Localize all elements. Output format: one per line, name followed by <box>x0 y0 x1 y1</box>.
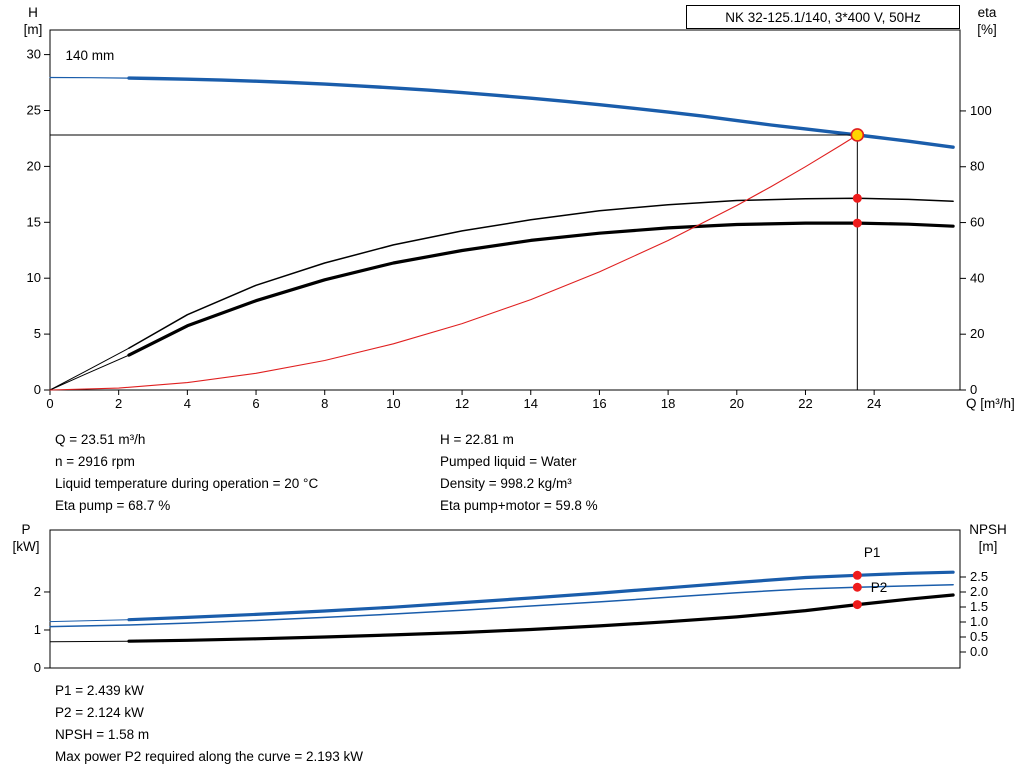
eta-pump-motor-lead <box>49 354 130 391</box>
right-tick-label: 0.5 <box>970 629 988 644</box>
right-tick-label: 0.0 <box>970 644 988 659</box>
info-line-q: Q = 23.51 m³/h <box>55 432 146 447</box>
chart-annotation: P1 <box>864 545 881 560</box>
left-tick-label: 0 <box>34 382 41 397</box>
x-tick-label: 0 <box>46 396 53 411</box>
left-tick-label: 2 <box>34 584 41 599</box>
eta-pump-lead <box>49 347 130 391</box>
pump-title-box: NK 32-125.1/140, 3*400 V, 50Hz <box>686 5 960 29</box>
info-line-eta-total: Eta pump+motor = 59.8 % <box>440 498 598 513</box>
info-line-h: H = 22.81 m <box>440 432 514 447</box>
right-tick-label: 80 <box>970 159 984 174</box>
eta-axis-label: eta [%] <box>964 4 1010 38</box>
left-tick-label: 20 <box>27 158 41 173</box>
right-tick-label: 100 <box>970 103 992 118</box>
x-tick-label: 24 <box>867 396 881 411</box>
left-tick-label: 5 <box>34 326 41 341</box>
x-tick-label: 6 <box>252 396 259 411</box>
x-tick-label: 12 <box>455 396 469 411</box>
npsh-axis-symbol: NPSH <box>969 522 1007 537</box>
x-tick-label: 8 <box>321 396 328 411</box>
x-tick-label: 4 <box>184 396 191 411</box>
qh-eta-chart: 0 2 4 6 8 10 12 14 16 18 20 22 240510152025300204060… <box>27 29 992 411</box>
x-tick-label: 18 <box>661 396 675 411</box>
left-tick-label: 15 <box>27 214 41 229</box>
p2-point <box>852 582 862 592</box>
right-tick-label: 0 <box>970 382 977 397</box>
h-axis-unit: [m] <box>23 22 43 37</box>
info-line-liquid: Pumped liquid = Water <box>440 454 577 469</box>
p2-curve <box>49 583 954 628</box>
p-axis-unit: [kW] <box>12 539 40 554</box>
npsh-lead <box>49 640 130 643</box>
h-axis-symbol: H <box>28 5 38 20</box>
chart-annotation: 140 mm <box>65 48 114 63</box>
left-tick-label: 25 <box>27 102 41 117</box>
left-tick-label: 30 <box>27 47 41 62</box>
eta-pump-point <box>852 193 862 203</box>
info-line-temperature: Liquid temperature during operation = 20… <box>55 476 319 491</box>
q-axis-label: Q [m³/h] <box>966 396 1015 411</box>
plot-frame <box>49 29 961 391</box>
right-tick-label: 40 <box>970 270 984 285</box>
x-tick-label: 14 <box>524 396 538 411</box>
eta-axis-symbol: eta <box>977 5 997 20</box>
x-tick-label: 16 <box>592 396 606 411</box>
x-tick-label: 22 <box>798 396 812 411</box>
left-tick-label: 0 <box>34 660 41 675</box>
right-tick-label: 60 <box>970 215 984 230</box>
right-tick-label: 20 <box>970 326 984 341</box>
p1-lead <box>49 619 130 623</box>
power-info: P1 = 2.439 kW P2 = 2.124 kW NPSH = 1.58 … <box>55 680 363 768</box>
p-axis-symbol: P <box>21 522 31 537</box>
info-line-npsh: NPSH = 1.58 m <box>55 727 150 742</box>
p1-curve <box>127 570 955 622</box>
p1-point <box>852 570 862 580</box>
eta-pump-curve <box>128 197 954 349</box>
right-tick-label: 2.5 <box>970 569 988 584</box>
duty-info-right: H = 22.81 m Pumped liquid = Water Densit… <box>440 429 598 517</box>
x-tick-label: 20 <box>730 396 744 411</box>
p-axis-label: P [kW] <box>4 521 48 555</box>
info-line-p1: P1 = 2.439 kW <box>55 683 144 698</box>
npsh-axis-label: NPSH [m] <box>960 521 1016 555</box>
plot-frame <box>49 529 961 669</box>
info-line-density: Density = 998.2 kg/m³ <box>440 476 572 491</box>
info-line-max-power: Max power P2 required along the curve = … <box>55 749 364 764</box>
x-tick-label: 10 <box>386 396 400 411</box>
power-npsh-chart: 0 1 2 0.00.51.01.52.02.5 P1 P2 <box>34 529 988 675</box>
eta-pump-motor-point <box>852 218 862 228</box>
info-line-p2: P2 = 2.124 kW <box>55 705 144 720</box>
head-curve-140mm <box>127 76 955 149</box>
h-axis-label: H [m] <box>12 4 54 38</box>
chart-annotation: P2 <box>871 580 888 595</box>
duty-info-left: Q = 23.51 m³/h n = 2916 rpm Liquid tempe… <box>55 429 318 517</box>
duty-point <box>850 128 865 142</box>
left-tick-label: 1 <box>34 622 41 637</box>
system-curve <box>49 134 858 391</box>
x-tick-label: 2 <box>115 396 122 411</box>
eta-axis-unit: [%] <box>977 22 997 37</box>
npsh-curve <box>127 593 955 643</box>
right-tick-label: 1.5 <box>970 599 988 614</box>
left-tick-label: 10 <box>27 270 41 285</box>
info-line-speed: n = 2916 rpm <box>55 454 135 469</box>
head-curve-lead <box>49 76 130 79</box>
npsh-point <box>852 600 862 610</box>
right-tick-label: 1.0 <box>970 614 988 629</box>
info-line-eta-pump: Eta pump = 68.7 % <box>55 498 171 513</box>
npsh-axis-unit: [m] <box>978 539 998 554</box>
right-tick-label: 2.0 <box>970 584 988 599</box>
eta-pump-motor-curve <box>127 221 955 357</box>
